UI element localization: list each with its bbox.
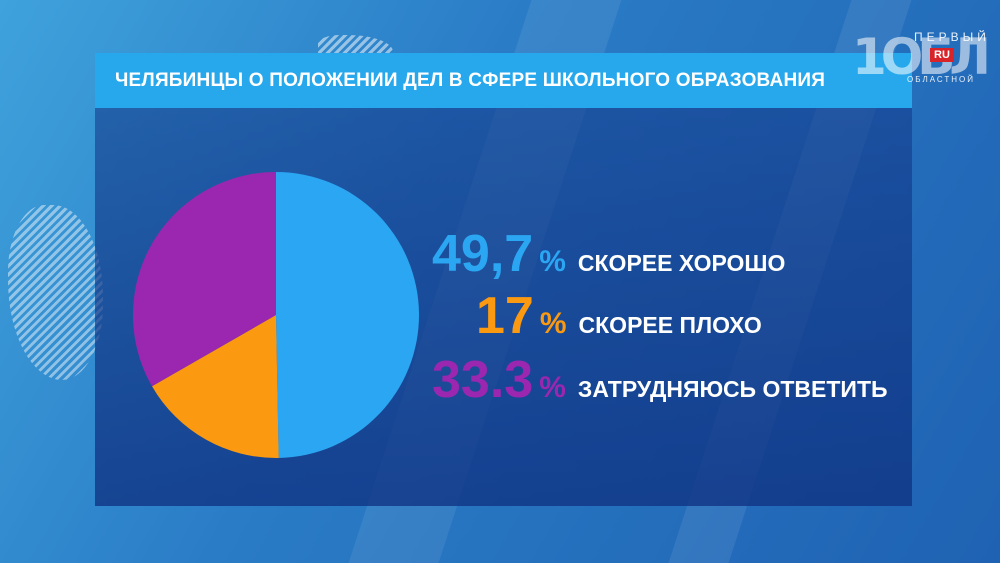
slice-value-label: 17 — [476, 287, 534, 345]
legend-item: 17 % СКОРЕЕ ПЛОХО — [476, 290, 762, 342]
logo-number: 1ОБЛ — [852, 28, 991, 86]
pie-slice — [276, 172, 420, 458]
region-map-graphic — [8, 205, 103, 380]
slice-category-label: СКОРЕЕ ПЛОХО — [578, 312, 762, 338]
percent-sign: % — [539, 307, 567, 340]
logo-bottom-text: ОБЛАСТНОЙ — [907, 75, 976, 84]
slice-value-label: 49,7 — [432, 225, 534, 283]
pie-slice — [132, 172, 276, 387]
title-bar: ЧЕЛЯБИНЦЫ О ПОЛОЖЕНИИ ДЕЛ В СФЕРЕ ШКОЛЬН… — [95, 53, 912, 108]
slice-category-label: СКОРЕЕ ХОРОШО — [577, 250, 786, 276]
channel-logo: 1ОБЛ ПЕРВЫЙ RU ОБЛАСТНОЙ — [852, 20, 991, 88]
slice-value-label: 33.3 — [432, 351, 534, 409]
logo-badge: RU — [930, 48, 954, 62]
slice-category-label: ЗАТРУДНЯЮСЬ ОТВЕТИТЬ — [577, 376, 888, 402]
pie-slice — [152, 315, 279, 458]
legend-item: 33.3 % ЗАТРУДНЯЮСЬ ОТВЕТИТЬ — [432, 354, 888, 406]
percent-sign: % — [539, 245, 566, 278]
percent-sign: % — [539, 371, 566, 404]
logo-top-text: ПЕРВЫЙ — [914, 30, 990, 44]
chart-title: ЧЕЛЯБИНЦЫ О ПОЛОЖЕНИИ ДЕЛ В СФЕРЕ ШКОЛЬН… — [115, 69, 826, 91]
legend-item: 49,7 % СКОРЕЕ ХОРОШО — [432, 228, 785, 280]
